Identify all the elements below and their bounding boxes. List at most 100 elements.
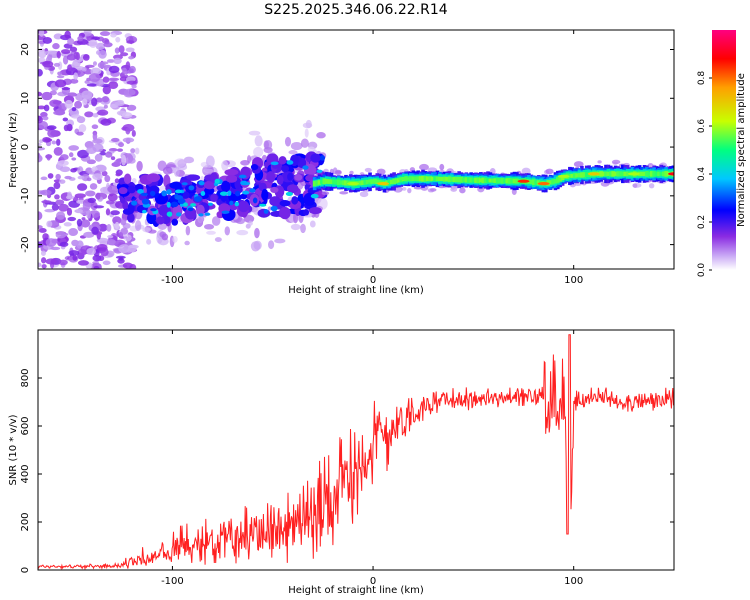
spectrogram-y-ticks: 20 10 0 -10 -20 <box>20 43 674 253</box>
signal-blob <box>155 216 165 225</box>
noise-blob <box>96 243 108 251</box>
signal-blob <box>196 204 205 216</box>
noise-blob <box>82 98 88 106</box>
noise-blob <box>40 250 46 256</box>
noise-blob <box>52 43 60 50</box>
noise-blob <box>55 173 61 180</box>
signal-core <box>179 203 185 207</box>
snr-frame <box>37 329 675 571</box>
colorbar-label: Normalized spectral amplitude <box>736 73 747 227</box>
y-tick-label: -20 <box>20 236 31 252</box>
noise-blob <box>127 244 137 253</box>
x-tick-label: 100 <box>564 576 583 587</box>
noise-blob <box>99 151 107 156</box>
noise-blob <box>86 247 96 256</box>
noise-blob <box>38 262 42 268</box>
signal-core <box>170 201 179 208</box>
ridge-segment <box>336 179 341 186</box>
scatter-blob <box>268 240 275 250</box>
y-tick-label: 200 <box>20 512 31 531</box>
ridge-segment <box>315 180 319 186</box>
signal-core <box>183 202 188 207</box>
y-tick-label: 0 <box>20 144 31 150</box>
scatter-blob <box>253 146 264 158</box>
ridge-hotspot <box>537 182 550 186</box>
signal-core <box>161 190 167 197</box>
noise-blob <box>38 211 43 221</box>
noise-blob <box>107 193 118 202</box>
snr-y-ticks: 0 200 400 600 800 <box>20 368 674 573</box>
noise-blob <box>92 254 102 262</box>
scatter-blob <box>300 223 306 234</box>
signal-blob <box>250 163 259 171</box>
signal-core <box>150 208 157 212</box>
noise-blob <box>83 231 95 238</box>
signal-core <box>166 201 171 208</box>
scatter-blob <box>284 136 291 147</box>
signal-blob <box>266 171 276 183</box>
snr-series-line <box>38 334 674 570</box>
ridge-segment <box>661 171 666 177</box>
noise-blob <box>81 217 86 221</box>
noise-blob <box>55 138 61 146</box>
colorbar-tick-label: 0.4 <box>697 167 707 182</box>
noise-blob <box>38 147 46 151</box>
noise-blob <box>85 190 96 197</box>
scatter-blob <box>142 227 151 233</box>
noise-blob <box>50 246 61 251</box>
noise-blob <box>46 220 53 228</box>
signal-core <box>137 189 144 194</box>
scatter-blob <box>134 147 140 155</box>
ridge-segment <box>426 176 430 182</box>
ridge-segment <box>531 179 536 186</box>
noise-blob <box>42 116 49 121</box>
noise-blob <box>107 234 114 239</box>
signal-blob <box>310 153 321 163</box>
y-tick-label: 0 <box>20 567 31 573</box>
halo-blob <box>339 191 349 195</box>
noise-blob <box>46 125 57 130</box>
ridge-segment <box>445 176 449 182</box>
noise-blob <box>131 84 137 89</box>
noise-blob <box>108 81 119 90</box>
noise-blob <box>82 54 90 61</box>
signal-blob <box>123 173 132 184</box>
scatter-blob <box>131 178 137 184</box>
ridge-segment <box>611 171 616 177</box>
ridge-segment <box>312 181 317 187</box>
ridge-segment <box>553 178 558 184</box>
noise-blob <box>38 115 43 124</box>
ridge-segment <box>647 171 652 177</box>
signal-core <box>270 161 279 166</box>
noise-blob <box>101 170 108 177</box>
ridge-segment <box>421 175 425 182</box>
signal-blob <box>127 185 136 194</box>
noise-blob <box>77 35 84 42</box>
signal-blob <box>286 184 299 194</box>
signal-blob <box>118 187 128 195</box>
ridge-hotspot <box>627 172 640 176</box>
signal-blob <box>291 196 299 205</box>
noise-blob <box>53 147 63 156</box>
noise-blob <box>76 131 84 136</box>
noise-blob <box>93 205 105 209</box>
noise-blob <box>126 80 138 85</box>
scatter-blob <box>211 216 221 226</box>
noise-blob <box>45 50 57 55</box>
ridge-segment <box>623 171 628 177</box>
x-tick-label: 100 <box>564 275 583 286</box>
ridge-segment <box>568 173 572 178</box>
ridge-segment <box>551 179 555 185</box>
halo-blob <box>545 168 554 175</box>
ridge-segment <box>442 176 447 182</box>
scatter-blob <box>248 130 261 136</box>
noise-blob <box>61 87 71 91</box>
ridge-segment <box>582 172 587 178</box>
ridge-segment <box>621 171 625 177</box>
noise-blob <box>57 71 63 76</box>
noise-blob <box>51 140 57 145</box>
noise-blob <box>45 258 57 265</box>
noise-blob <box>38 91 43 97</box>
signal-core <box>240 180 248 186</box>
ridge-segment <box>438 176 442 182</box>
